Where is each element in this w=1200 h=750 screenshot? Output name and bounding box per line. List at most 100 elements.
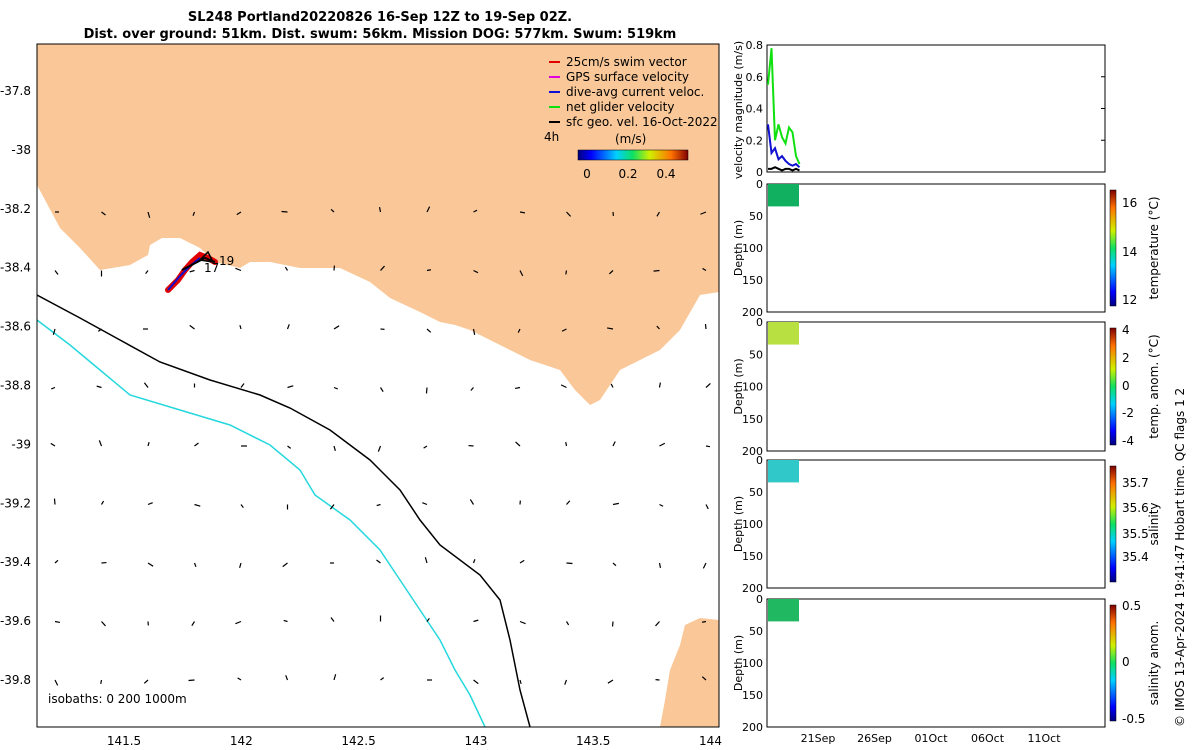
longitude-axis: 141.5 142 142.5 143 143.5 144 xyxy=(107,734,722,748)
geo-vector xyxy=(147,211,151,218)
legend-entry: dive-avg current veloc. xyxy=(566,85,704,99)
legend-entry: GPS surface velocity xyxy=(566,70,689,84)
depth-ylabel: Depth (m) xyxy=(732,496,745,552)
geo-vector xyxy=(426,328,432,333)
surface-geostrophic-vectors xyxy=(50,206,711,744)
depth-y-tick: 50 xyxy=(749,348,763,361)
geo-vector xyxy=(237,677,242,681)
legend-entry: 25cm/s swim vector xyxy=(566,55,687,69)
geo-vector xyxy=(54,679,59,686)
variable-colorbar xyxy=(1109,327,1117,446)
geo-vector xyxy=(610,383,614,388)
geo-vector xyxy=(608,270,614,275)
latitude-axis: -37.8 -38 -38.2 -38.4 -38.6 -38.8 -39 -39.2 -39.… xyxy=(0,84,31,687)
chart-title-line2: Dist. over ground: 51km. Dist. swum: 56k… xyxy=(83,27,677,42)
depth-y-tick: 50 xyxy=(749,210,763,223)
geo-vector xyxy=(702,267,707,272)
depth-y-tick: 150 xyxy=(742,689,763,702)
geo-vector xyxy=(378,206,382,213)
geo-vector xyxy=(566,500,571,505)
geo-vector xyxy=(330,208,335,213)
geo-vector xyxy=(334,737,338,738)
geo-vector xyxy=(381,739,386,740)
geo-vector xyxy=(240,504,244,509)
geo-vector xyxy=(565,621,570,626)
geo-vector xyxy=(656,211,661,217)
depth-y-tick: 150 xyxy=(742,413,763,426)
depth-y-tick: 100 xyxy=(742,242,763,255)
geo-vector xyxy=(607,679,614,684)
colorbar-ticks: 0 0.2 0.4 xyxy=(583,167,675,181)
legend-entry: sfc geo. vel. 16-Oct-2022 xyxy=(566,115,718,129)
depth-y-tick: 200 xyxy=(742,721,763,734)
geo-vector xyxy=(472,328,476,336)
geo-vector xyxy=(423,445,428,449)
colorbar-tick: 16 xyxy=(1122,196,1137,210)
geo-vector xyxy=(288,733,291,738)
colorbar-tick: -4 xyxy=(1122,434,1134,448)
geo-vector xyxy=(283,619,288,623)
time-axis-label: 26Sep xyxy=(857,732,892,745)
geo-vector xyxy=(239,562,242,568)
geo-vector xyxy=(519,211,526,214)
geo-vector xyxy=(236,211,242,216)
geo-vector xyxy=(101,211,106,216)
geo-vector xyxy=(704,323,707,330)
geo-vector xyxy=(54,559,59,564)
geo-vector xyxy=(701,676,707,681)
time-axis-label: 06Oct xyxy=(971,732,1005,745)
geo-vector xyxy=(282,562,288,568)
geo-vector xyxy=(560,384,567,389)
geo-vector xyxy=(470,387,474,391)
geo-vector xyxy=(330,617,335,622)
geo-vector xyxy=(561,328,567,332)
geo-vector xyxy=(519,679,522,685)
lat-tick-label: -39.4 xyxy=(0,555,31,569)
depth-y-tick: 50 xyxy=(749,486,763,499)
velocity-series-line xyxy=(768,166,800,172)
variable-label: temp. anom. (°C) xyxy=(1147,334,1161,438)
depth-data-block xyxy=(768,184,799,207)
geo-vector xyxy=(193,562,197,567)
geo-vector xyxy=(380,265,385,271)
geo-vector xyxy=(97,739,101,741)
geo-vector xyxy=(427,739,431,744)
velocity-panel-frame xyxy=(766,44,1106,173)
geo-vector xyxy=(472,559,476,564)
geo-vector xyxy=(100,679,103,685)
speed-colorbar xyxy=(577,149,689,161)
geo-vector xyxy=(659,442,666,447)
day-label-19: 19 xyxy=(219,254,234,268)
geo-vector xyxy=(376,503,381,507)
colorbar-tick: 0.5 xyxy=(1122,599,1141,613)
geo-vector xyxy=(519,559,525,564)
geo-vector xyxy=(656,325,660,330)
geo-vector xyxy=(425,387,428,394)
depth-y-tick: 0 xyxy=(756,316,763,329)
lat-tick-label: -39.8 xyxy=(0,673,31,687)
geo-vector xyxy=(142,737,148,738)
velocity-series-line xyxy=(767,124,801,168)
velocity-y-tick: 0.6 xyxy=(746,71,764,84)
lat-tick-label: -38.6 xyxy=(0,320,31,334)
geo-vector xyxy=(98,440,103,447)
geo-vector xyxy=(422,502,428,506)
depth-y-tick: 100 xyxy=(742,518,763,531)
lon-tick-label: 141.5 xyxy=(107,734,141,748)
geo-vector xyxy=(50,442,56,447)
lat-tick-label: -38 xyxy=(11,143,31,157)
variable-label: temperature (°C) xyxy=(1147,197,1161,300)
geo-vector xyxy=(143,679,149,684)
depth-ylabel: Depth (m) xyxy=(732,358,745,414)
colorbar-tick: 35.5 xyxy=(1122,527,1149,541)
geo-vector xyxy=(97,328,102,332)
lon-tick-label: 144 xyxy=(699,734,722,748)
geo-vector xyxy=(143,382,149,388)
colorbar-tick: 0 xyxy=(1122,379,1130,393)
depth-ylabel: Depth (m) xyxy=(732,220,745,276)
geo-vector xyxy=(54,270,59,275)
colorbar-tick-label: 0 xyxy=(583,167,591,181)
colorbar-tick: 35.6 xyxy=(1122,501,1149,515)
isobath-1000 xyxy=(37,294,531,727)
